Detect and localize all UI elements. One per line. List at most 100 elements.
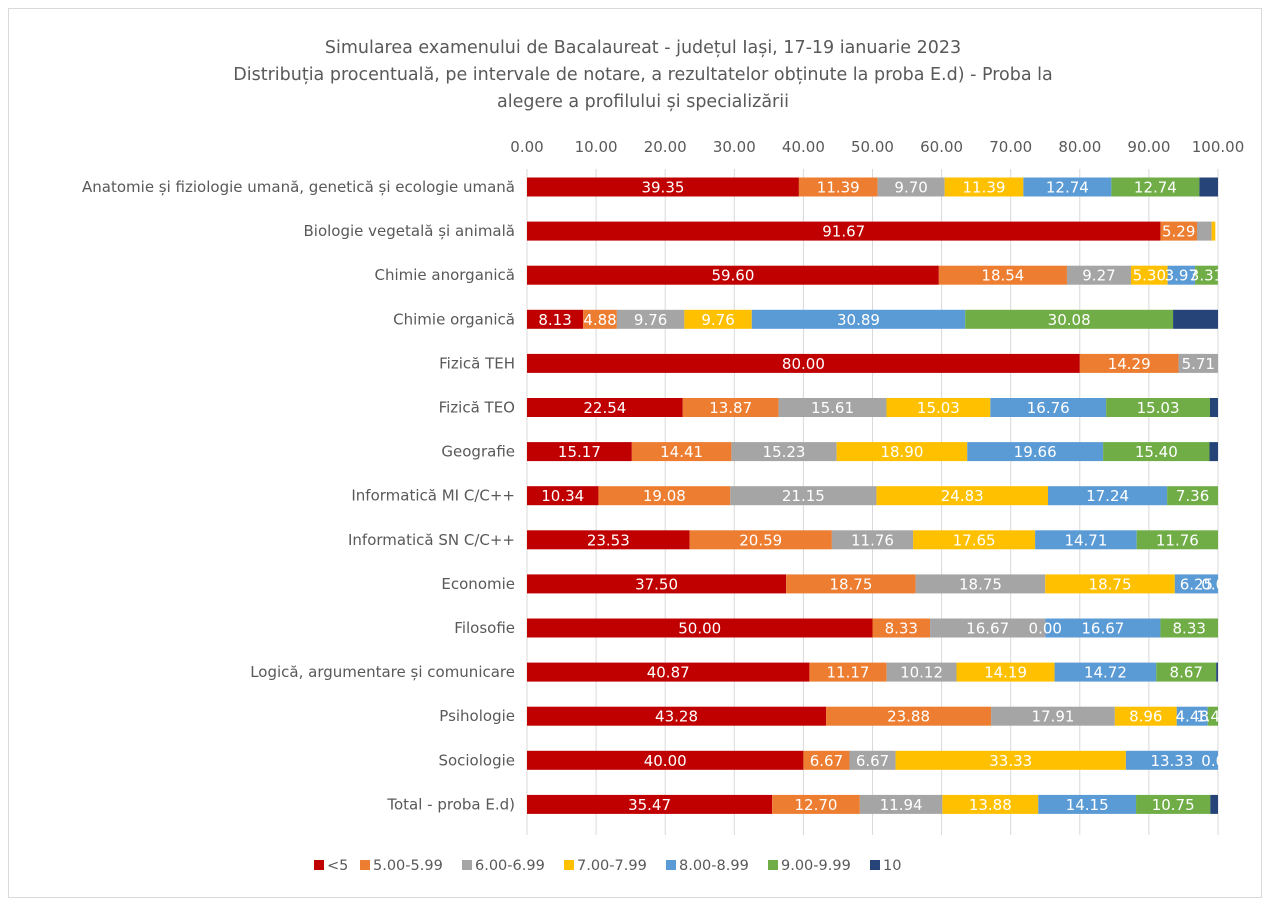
legend-swatch bbox=[870, 860, 880, 870]
data-label: 12.70 bbox=[794, 796, 837, 814]
data-label: 8.33 bbox=[885, 620, 918, 638]
chart-title-line-3: alegere a profilului și specializării bbox=[497, 92, 789, 112]
data-label: 30.89 bbox=[837, 311, 880, 329]
data-label: 16.76 bbox=[1027, 399, 1070, 417]
bar-segment bbox=[956, 662, 1055, 682]
bar-segment bbox=[965, 309, 1174, 329]
x-tick-label: 40.00 bbox=[782, 138, 825, 156]
data-label: 1.49 bbox=[1196, 708, 1229, 726]
bar-segment bbox=[1038, 794, 1137, 814]
data-label: 5.71 bbox=[1182, 355, 1215, 373]
bar-segment bbox=[527, 265, 939, 285]
bar-segment bbox=[886, 398, 991, 417]
bar-segment bbox=[798, 177, 878, 197]
data-label: 50.00 bbox=[678, 620, 721, 638]
bar-segment bbox=[631, 442, 732, 462]
data-label: 9.27 bbox=[1082, 267, 1115, 285]
category-label: Filosofie bbox=[454, 619, 515, 637]
bar-segment bbox=[942, 794, 1039, 814]
data-label: 17.91 bbox=[1031, 708, 1074, 726]
x-tick-label: 80.00 bbox=[1058, 138, 1101, 156]
bar-segment bbox=[527, 618, 873, 638]
data-label: 80.00 bbox=[782, 355, 825, 373]
legend-label: <5 bbox=[327, 858, 348, 874]
bar-segment bbox=[527, 530, 690, 550]
data-label: 14.72 bbox=[1084, 664, 1127, 682]
bar-segment bbox=[930, 618, 1046, 638]
bar-segment bbox=[1199, 177, 1218, 197]
data-label: 11.39 bbox=[817, 179, 860, 197]
bar-segment bbox=[527, 706, 827, 726]
data-label: 6.67 bbox=[856, 752, 889, 770]
legend-swatch bbox=[768, 860, 778, 870]
legend-swatch bbox=[564, 860, 574, 870]
bar-segment bbox=[1209, 398, 1218, 417]
bar-segment bbox=[1035, 530, 1137, 550]
data-label: 19.66 bbox=[1014, 443, 1057, 461]
data-label: 17.24 bbox=[1086, 487, 1129, 505]
bar-segment bbox=[1216, 662, 1218, 682]
bar-segment bbox=[1195, 265, 1218, 285]
bar-segment bbox=[967, 442, 1104, 462]
category-label: Chimie anorganică bbox=[374, 266, 515, 284]
data-label: 11.17 bbox=[827, 664, 870, 682]
data-label: 14.15 bbox=[1066, 796, 1109, 814]
legend-swatch bbox=[314, 860, 324, 870]
data-label: 19.08 bbox=[643, 487, 686, 505]
bar-segment bbox=[1176, 706, 1208, 726]
data-label: 15.40 bbox=[1135, 443, 1178, 461]
bar-segment bbox=[1178, 353, 1218, 373]
data-label: 13.88 bbox=[969, 796, 1012, 814]
bar-segment bbox=[1207, 706, 1218, 726]
data-label: 23.53 bbox=[587, 531, 630, 549]
data-label: 11.39 bbox=[963, 179, 1006, 197]
data-label: 7.36 bbox=[1176, 487, 1209, 505]
category-label: Total - proba E.d) bbox=[386, 795, 515, 813]
legend-swatch bbox=[360, 860, 370, 870]
data-label: 39.35 bbox=[641, 179, 684, 197]
legend-label: 7.00-7.99 bbox=[577, 858, 647, 874]
category-label: Biologie vegetală și animală bbox=[303, 222, 515, 240]
data-label: 18.75 bbox=[959, 575, 1002, 593]
bar-segment bbox=[915, 574, 1046, 594]
bar-segment bbox=[886, 662, 957, 682]
chart-title-line-1: Simularea examenului de Bacalaureat - ju… bbox=[325, 38, 961, 58]
data-label: 15.03 bbox=[917, 399, 960, 417]
bar-segment bbox=[527, 177, 799, 197]
data-label: 40.87 bbox=[647, 664, 690, 682]
bar-segment bbox=[1045, 618, 1161, 638]
category-labels: Anatomie și fiziologie umană, genetică ș… bbox=[82, 178, 515, 813]
legend-label: 10 bbox=[883, 858, 901, 874]
x-tick-label: 90.00 bbox=[1127, 138, 1170, 156]
bar-segment bbox=[1167, 265, 1196, 285]
data-label: 6.67 bbox=[810, 752, 843, 770]
data-label: 5.30 bbox=[1133, 267, 1166, 285]
x-tick-label: 50.00 bbox=[851, 138, 894, 156]
bar-segment bbox=[1136, 530, 1218, 550]
bar-segment bbox=[689, 530, 832, 550]
data-label: 10.12 bbox=[900, 664, 943, 682]
category-label: Geografie bbox=[441, 443, 515, 461]
data-label: 9.70 bbox=[894, 179, 927, 197]
bar-segment bbox=[616, 309, 685, 329]
bar-segment bbox=[1131, 265, 1168, 285]
bar-segment bbox=[1210, 794, 1218, 814]
data-label: 11.94 bbox=[880, 796, 923, 814]
category-label: Sociologie bbox=[438, 751, 515, 769]
bar-segment bbox=[1167, 486, 1218, 506]
data-label: 20.59 bbox=[739, 531, 782, 549]
category-label: Informatică MI C/C++ bbox=[351, 487, 515, 505]
x-tick-label: 60.00 bbox=[920, 138, 963, 156]
bar-segment bbox=[1111, 177, 1200, 197]
data-label: 23.88 bbox=[887, 708, 930, 726]
data-label: 0.00 bbox=[1201, 575, 1234, 593]
bar-segment bbox=[786, 574, 916, 594]
bar-segment bbox=[527, 442, 632, 462]
bar-segment bbox=[527, 662, 810, 682]
category-label: Chimie organică bbox=[393, 310, 515, 328]
bar-segment bbox=[938, 265, 1067, 285]
bar-segment bbox=[1160, 221, 1197, 241]
bar-segment bbox=[1066, 265, 1132, 285]
bar-segment bbox=[809, 662, 887, 682]
x-tick-label: 70.00 bbox=[989, 138, 1032, 156]
